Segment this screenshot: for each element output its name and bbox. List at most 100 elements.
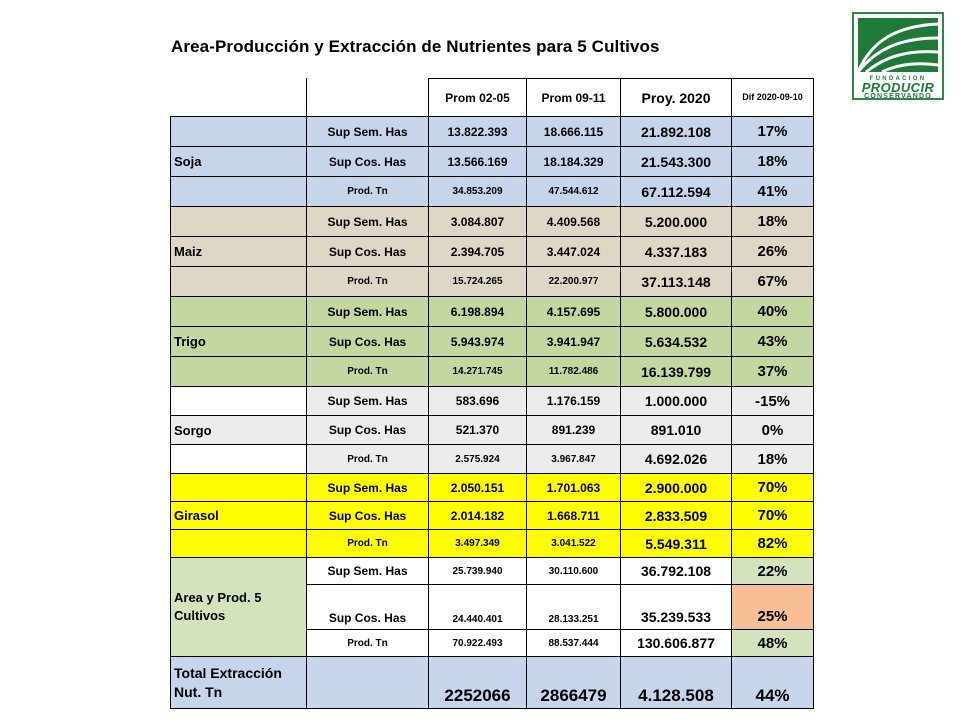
table-row: Sup Sem. Has 13.822.393 18.666.115 21.89… xyxy=(170,116,814,147)
crop-name-area-total: Area y Prod. 5 Cultivos xyxy=(170,557,307,657)
dif-cell: 0% xyxy=(731,415,814,445)
crop-spacer-cell xyxy=(170,386,307,416)
total-label: Total Extracción Nut. Tn xyxy=(170,656,307,709)
prom-02-05-cell: 70.922.493 xyxy=(428,629,527,657)
table-row: Prod. Tn 14.271.745 11.782.486 16.139.79… xyxy=(170,356,814,387)
fundacion-producir-conservando-logo: FUNDACION PRODUCIR CONSERVANDO xyxy=(852,12,944,100)
header-prom-09-11: Prom 09-11 xyxy=(526,78,621,117)
prom-02-05-cell: 6.198.894 xyxy=(428,296,527,327)
proy-2020-cell: 1.000.000 xyxy=(620,386,732,416)
logo-line-3: CONSERVANDO xyxy=(864,93,932,100)
row-label: Prod. Tn xyxy=(306,444,429,474)
prom-02-05-cell: 3.497.349 xyxy=(428,529,527,558)
dif-cell: 82% xyxy=(731,529,814,558)
header-empty-cell xyxy=(170,78,307,117)
proy-2020-cell: 5.549.311 xyxy=(620,529,732,558)
prom-09-11-cell: 88.537.444 xyxy=(526,629,621,657)
proy-2020-cell: 37.113.148 xyxy=(620,266,732,297)
table-row: Soja Sup Cos. Has 13.566.169 18.184.329 … xyxy=(170,146,814,177)
prom-09-11-cell: 22.200.977 xyxy=(526,266,621,297)
table-row-total: Total Extracción Nut. Tn 2252066 2866479… xyxy=(170,656,814,709)
prom-02-05-cell: 2.394.705 xyxy=(428,236,527,267)
header-row: Prom 02-05 Prom 09-11 Proy. 2020 Dif 202… xyxy=(170,78,814,117)
crop-spacer-cell xyxy=(170,473,307,502)
crop-spacer-cell xyxy=(170,206,307,237)
table-row: Prod. Tn 70.922.493 88.537.444 130.606.8… xyxy=(171,629,814,657)
table-row: Prod. Tn 3.497.349 3.041.522 5.549.311 8… xyxy=(170,529,814,558)
dif-cell: 22% xyxy=(731,557,814,585)
dif-cell: 37% xyxy=(731,356,814,387)
proy-2020-cell: 2.833.509 xyxy=(620,501,732,530)
row-label: Sup Sem. Has xyxy=(306,557,429,585)
table-row: Trigo Sup Cos. Has 5.943.974 3.941.947 5… xyxy=(170,326,814,357)
logo-line-2: PRODUCIR xyxy=(861,80,935,95)
dif-cell: 18% xyxy=(731,206,814,237)
proy-2020-cell: 4.692.026 xyxy=(620,444,732,474)
dif-cell: 25% xyxy=(731,584,814,630)
total-empty-cell xyxy=(306,656,429,709)
crop-spacer-cell xyxy=(170,356,307,387)
prom-09-11-cell: 3.941.947 xyxy=(526,326,621,357)
crop-name-maiz: Maiz xyxy=(170,236,307,267)
prom-09-11-cell: 18.666.115 xyxy=(526,116,621,147)
crop-spacer-cell xyxy=(170,116,307,147)
proy-2020-cell: 36.792.108 xyxy=(620,557,732,585)
total-prom-02-05: 2252066 xyxy=(428,656,527,709)
row-label: Sup Cos. Has xyxy=(306,236,429,267)
row-label: Sup Sem. Has xyxy=(306,386,429,416)
prom-02-05-cell: 2.575.924 xyxy=(428,444,527,474)
prom-09-11-cell: 4.409.568 xyxy=(526,206,621,237)
prom-02-05-cell: 24.440.401 xyxy=(428,584,527,630)
dif-cell: 41% xyxy=(731,176,814,207)
prom-09-11-cell: 3.967.847 xyxy=(526,444,621,474)
crop-spacer-cell xyxy=(170,444,307,474)
table-row: Sup Sem. Has 2.050.151 1.701.063 2.900.0… xyxy=(170,473,814,502)
proy-2020-cell: 891.010 xyxy=(620,415,732,445)
row-label: Prod. Tn xyxy=(306,356,429,387)
row-label: Sup Cos. Has xyxy=(306,415,429,445)
crop-name-soja: Soja xyxy=(170,146,307,177)
table-row: Sup Sem. Has 583.696 1.176.159 1.000.000… xyxy=(170,386,814,416)
header-proy-2020: Proy. 2020 xyxy=(620,78,732,117)
prom-02-05-cell: 521.370 xyxy=(428,415,527,445)
table-row: Prod. Tn 2.575.924 3.967.847 4.692.026 1… xyxy=(170,444,814,474)
row-label: Prod. Tn xyxy=(306,266,429,297)
dif-cell: 70% xyxy=(731,473,814,502)
crop-spacer-cell xyxy=(170,296,307,327)
row-label: Sup Cos. Has xyxy=(306,584,429,630)
dif-cell: 70% xyxy=(731,501,814,530)
row-label: Sup Sem. Has xyxy=(306,473,429,502)
row-label: Sup Cos. Has xyxy=(306,326,429,357)
prom-09-11-cell: 30.110.600 xyxy=(526,557,621,585)
prom-02-05-cell: 34.853.209 xyxy=(428,176,527,207)
table-row: Sorgo Sup Cos. Has 521.370 891.239 891.0… xyxy=(170,415,814,445)
header-empty-cell xyxy=(306,78,429,117)
prom-09-11-cell: 28.133.251 xyxy=(526,584,621,630)
total-prom-09-11: 2866479 xyxy=(526,656,621,709)
dif-cell: 67% xyxy=(731,266,814,297)
table-row: Girasol Sup Cos. Has 2.014.182 1.668.711… xyxy=(170,501,814,530)
dif-cell: 48% xyxy=(731,629,814,657)
prom-02-05-cell: 13.566.169 xyxy=(428,146,527,177)
logo-line-1: FUNDACION xyxy=(869,76,927,82)
prom-09-11-cell: 4.157.695 xyxy=(526,296,621,327)
table-row: Area y Prod. 5 Cultivos Sup Sem. Has 25.… xyxy=(170,557,814,657)
dif-cell: 18% xyxy=(731,444,814,474)
crop-name-trigo: Trigo xyxy=(170,326,307,357)
crop-spacer-cell xyxy=(170,266,307,297)
row-label: Sup Cos. Has xyxy=(306,146,429,177)
proy-2020-cell: 67.112.594 xyxy=(620,176,732,207)
crop-name-girasol: Girasol xyxy=(170,501,307,530)
row-label: Sup Cos. Has xyxy=(306,501,429,530)
total-dif: 44% xyxy=(731,656,814,709)
proy-2020-cell: 2.900.000 xyxy=(620,473,732,502)
proy-2020-cell: 21.892.108 xyxy=(620,116,732,147)
page-title: Area-Producción y Extracción de Nutrient… xyxy=(171,37,660,56)
dif-cell: 17% xyxy=(731,116,814,147)
prom-09-11-cell: 18.184.329 xyxy=(526,146,621,177)
proy-2020-cell: 4.337.183 xyxy=(620,236,732,267)
prom-02-05-cell: 2.050.151 xyxy=(428,473,527,502)
dif-cell: 43% xyxy=(731,326,814,357)
prom-02-05-cell: 2.014.182 xyxy=(428,501,527,530)
proy-2020-cell: 5.800.000 xyxy=(620,296,732,327)
